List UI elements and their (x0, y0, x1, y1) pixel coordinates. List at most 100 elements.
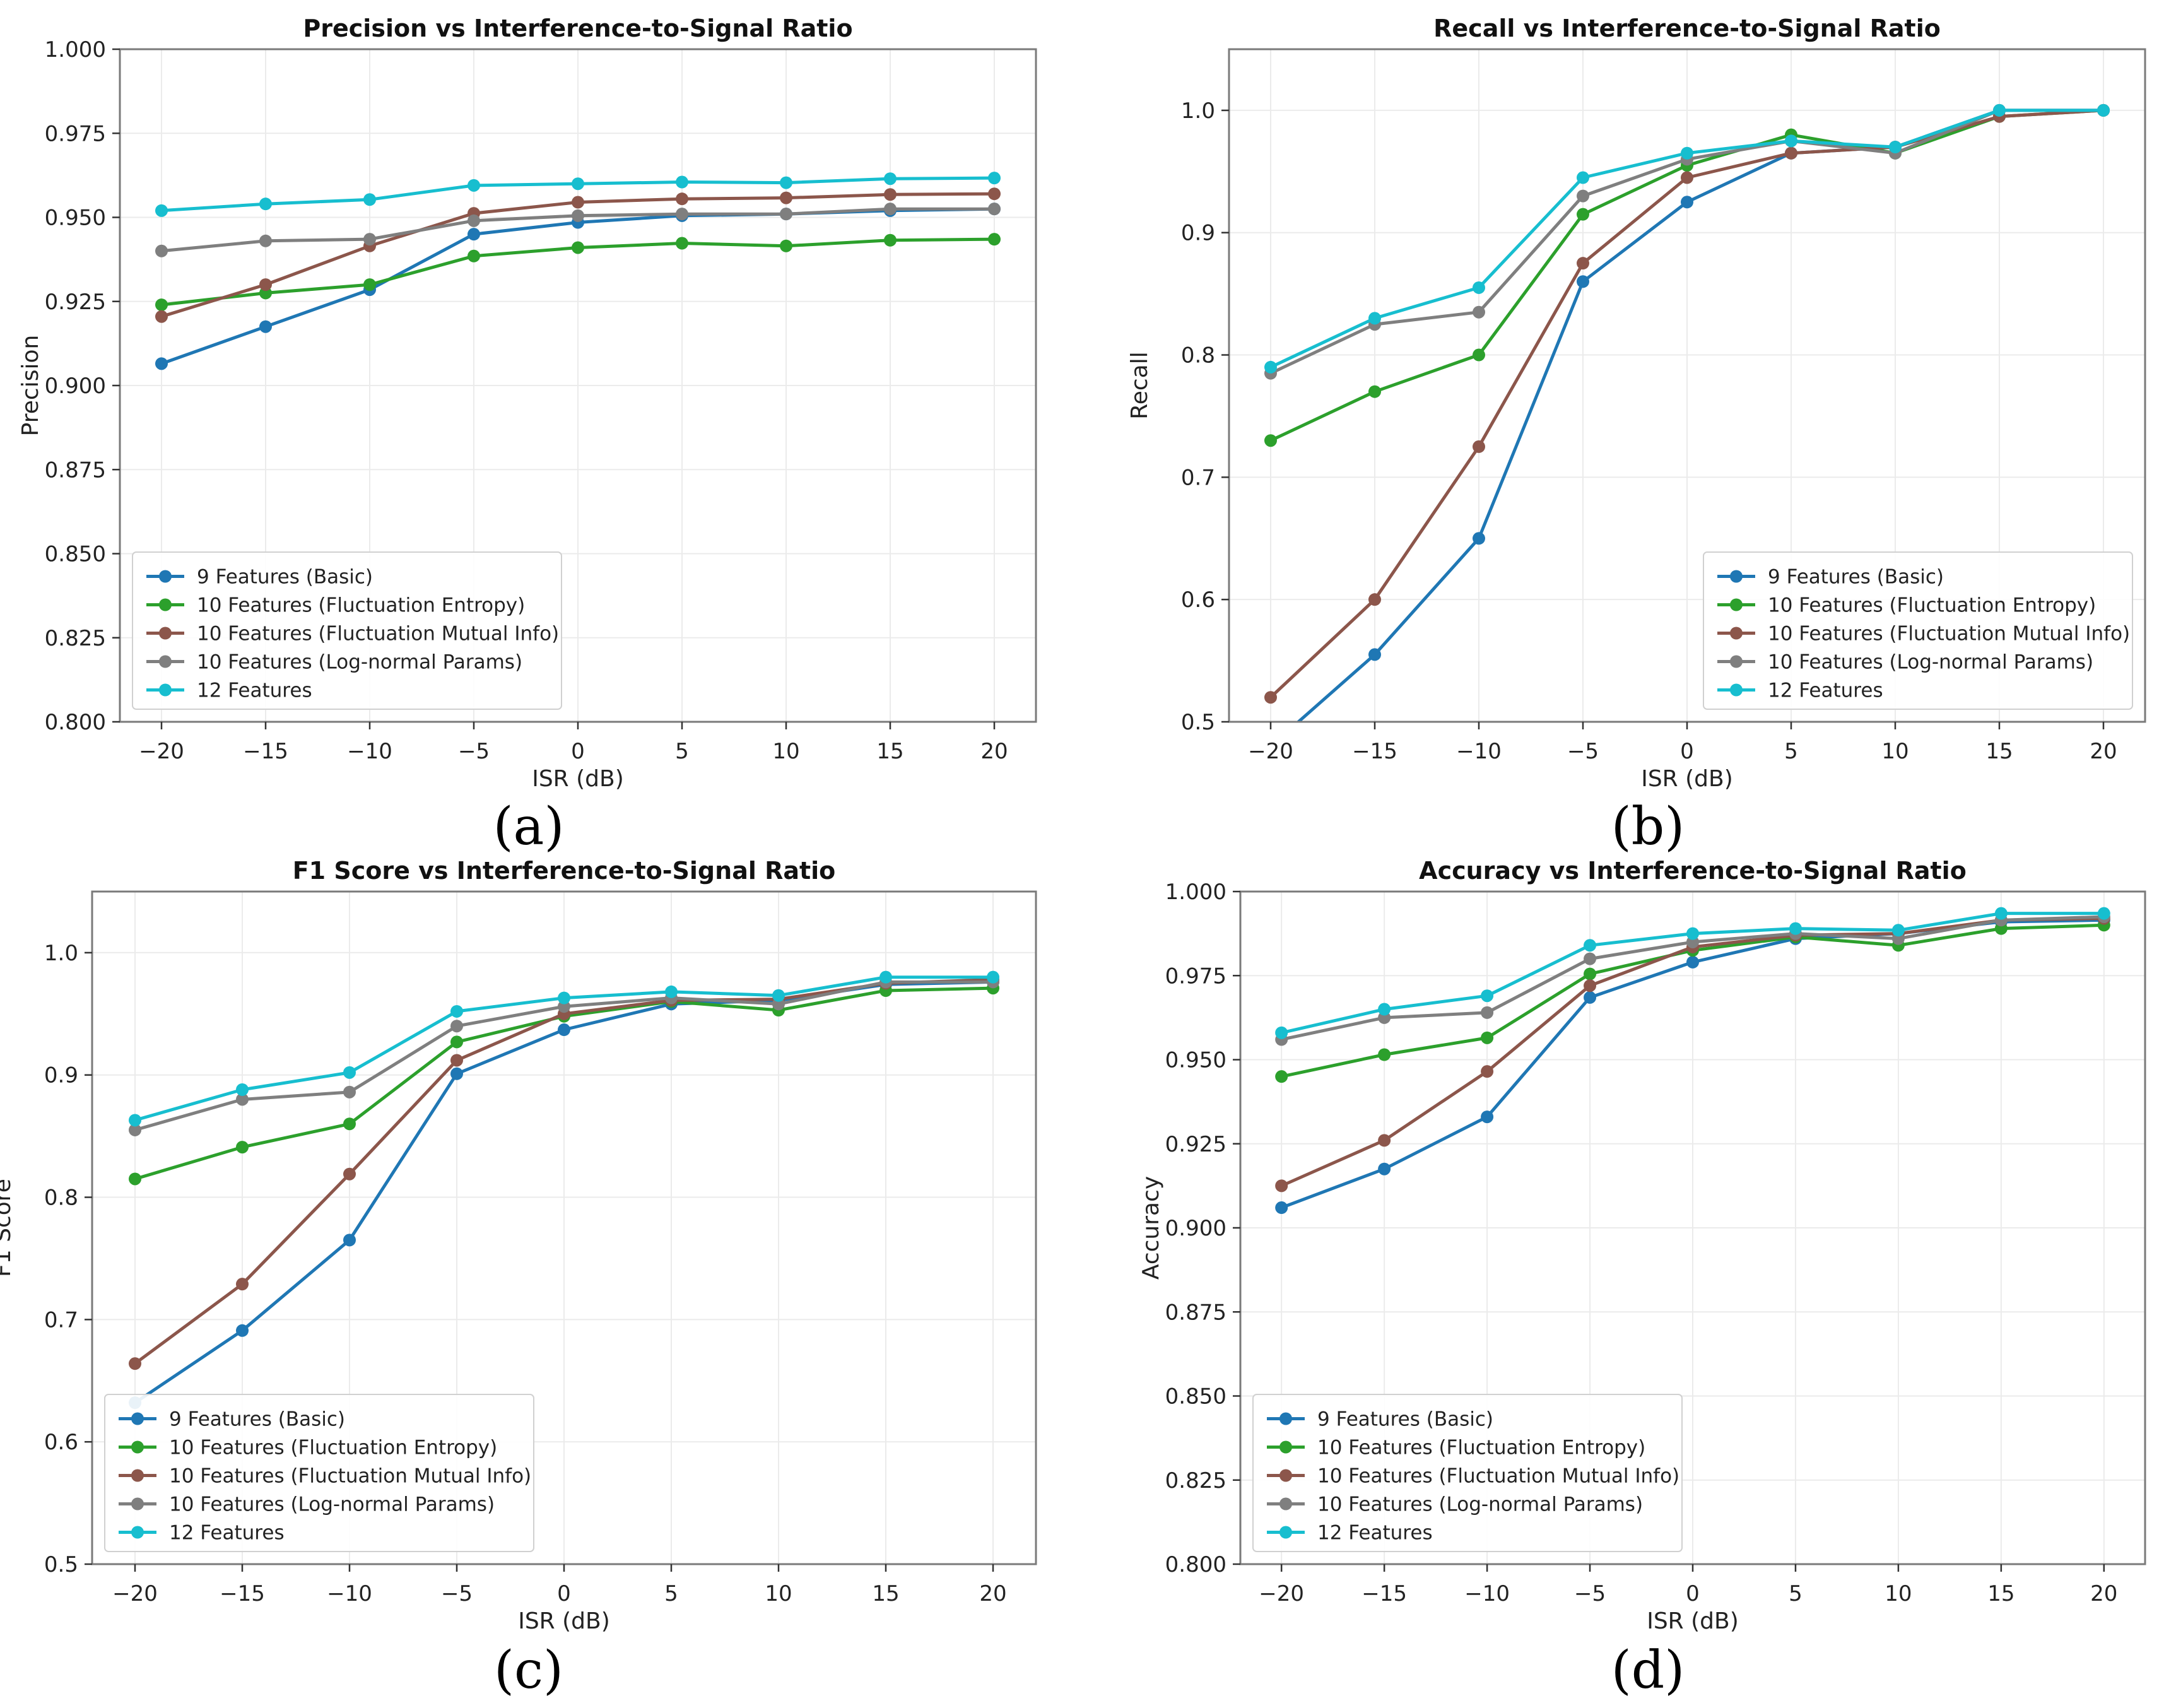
x-tick-label: 15 (872, 1581, 899, 1606)
data-point (155, 298, 168, 312)
data-point (259, 197, 272, 211)
legend-swatch-marker (1730, 570, 1743, 583)
data-point (1584, 939, 1597, 952)
data-point (558, 991, 570, 1004)
legend-swatch-marker (1730, 627, 1743, 640)
legend-label: 10 Features (Log-normal Params) (1317, 1493, 1643, 1516)
x-tick-label: 10 (1885, 1581, 1912, 1606)
y-tick-label: 0.900 (1165, 1216, 1226, 1241)
legend-swatch-marker (1279, 1526, 1292, 1539)
data-point (1378, 1162, 1391, 1175)
legend-swatch-marker (159, 570, 172, 583)
x-axis-label: ISR (dB) (518, 1608, 610, 1634)
data-point (236, 1093, 249, 1106)
data-point (879, 970, 892, 984)
x-tick-label: −10 (1464, 1581, 1510, 1606)
data-point (780, 191, 792, 204)
data-point (450, 1054, 463, 1067)
data-point (1473, 348, 1485, 362)
legend-label: 12 Features (197, 680, 312, 702)
x-tick-label: 15 (1985, 739, 2013, 764)
data-point (468, 179, 480, 192)
data-point (343, 1066, 356, 1079)
legend-swatch-marker (159, 598, 172, 611)
legend-label: 10 Features (Fluctuation Mutual Info) (169, 1465, 531, 1488)
data-point (468, 249, 480, 262)
legend-label: 10 Features (Fluctuation Entropy) (1317, 1437, 1645, 1459)
legend-label: 10 Features (Log-normal Params) (197, 651, 522, 674)
x-axis-label: ISR (dB) (1647, 1608, 1739, 1634)
legend-label: 9 Features (Basic) (1317, 1408, 1493, 1431)
data-point (450, 1020, 463, 1033)
y-axis-label: F1 Score (0, 1179, 16, 1277)
legend-swatch-marker (1279, 1440, 1292, 1454)
legend-swatch-marker (131, 1497, 144, 1511)
x-tick-label: 20 (979, 1581, 1006, 1606)
data-point (665, 985, 678, 998)
data-point (1889, 141, 1902, 154)
data-point (363, 193, 376, 206)
data-point (780, 239, 792, 252)
data-point (468, 214, 480, 227)
data-point (676, 208, 688, 221)
legend-swatch-marker (1279, 1469, 1292, 1482)
chart-title: Recall vs Interference-to-Signal Ratio (1433, 15, 1941, 42)
legend-swatch-marker (1730, 598, 1743, 611)
data-point (1275, 1026, 1288, 1039)
legend-label: 12 Features (1317, 1522, 1433, 1545)
data-point (676, 192, 688, 206)
data-point (236, 1278, 249, 1291)
x-tick-label: −20 (112, 1581, 158, 1606)
y-tick-label: 0.975 (1165, 963, 1226, 989)
legend-swatch-marker (1279, 1412, 1292, 1425)
y-tick-label: 0.925 (1165, 1132, 1226, 1157)
x-tick-label: −20 (139, 739, 184, 764)
data-point (1473, 532, 1485, 545)
panel-label-c: (c) (494, 1640, 563, 1700)
data-point (259, 278, 272, 292)
legend-label: 10 Features (Fluctuation Entropy) (1768, 594, 2096, 617)
data-point (236, 1141, 249, 1154)
data-point (572, 241, 584, 254)
y-tick-label: 0.950 (45, 206, 106, 231)
x-tick-label: −5 (458, 739, 490, 764)
data-point (155, 310, 168, 323)
legend-box (1703, 551, 2133, 710)
data-point (1378, 1048, 1391, 1061)
data-point (1275, 1070, 1288, 1083)
data-point (363, 233, 376, 246)
data-point (1473, 305, 1485, 319)
data-point (884, 203, 897, 216)
chart-title: Accuracy vs Interference-to-Signal Ratio (1419, 857, 1967, 885)
data-point (236, 1083, 249, 1096)
data-point (1785, 134, 1797, 148)
x-tick-label: −15 (220, 1581, 265, 1606)
y-tick-label: 0.900 (45, 374, 106, 399)
data-point (558, 1023, 570, 1037)
data-point (1577, 208, 1589, 221)
data-point (572, 177, 584, 191)
y-tick-label: 1.000 (1165, 880, 1226, 905)
data-point (1481, 1031, 1494, 1044)
legend-label: 12 Features (1768, 680, 1883, 702)
data-point (1473, 281, 1485, 294)
y-tick-label: 0.975 (45, 121, 106, 146)
y-tick-label: 0.825 (45, 626, 106, 651)
data-point (450, 1035, 463, 1049)
data-point (884, 172, 897, 186)
data-point (772, 989, 785, 1002)
y-tick-label: 0.5 (1181, 710, 1215, 735)
data-point (1378, 1134, 1391, 1147)
x-tick-label: 0 (1680, 739, 1694, 764)
legend: 9 Features (Basic) 10 Features (Fluctuati… (132, 551, 562, 710)
legend-label: 9 Features (Basic) (197, 566, 373, 589)
data-point (987, 970, 999, 984)
data-point (1789, 922, 1802, 935)
data-point (988, 187, 1001, 201)
x-tick-label: −5 (1574, 1581, 1606, 1606)
series-group (1275, 907, 2110, 1215)
data-point (988, 172, 1001, 185)
chart-1: −20 −15 −10 −5 0 5 10 15 20 0.800 0.825 0.850 0.875 0… (18, 15, 1037, 792)
data-point (1264, 360, 1277, 374)
x-tick-label: −10 (347, 739, 392, 764)
